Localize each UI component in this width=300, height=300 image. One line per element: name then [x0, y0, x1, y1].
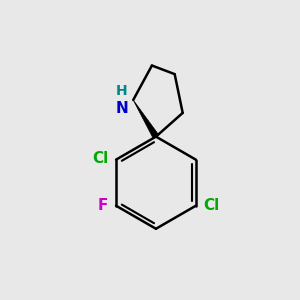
Text: Cl: Cl: [203, 198, 219, 213]
Text: F: F: [98, 198, 108, 213]
Text: Cl: Cl: [92, 151, 109, 166]
Text: H: H: [116, 84, 128, 98]
Text: N: N: [116, 101, 128, 116]
Polygon shape: [133, 100, 159, 138]
